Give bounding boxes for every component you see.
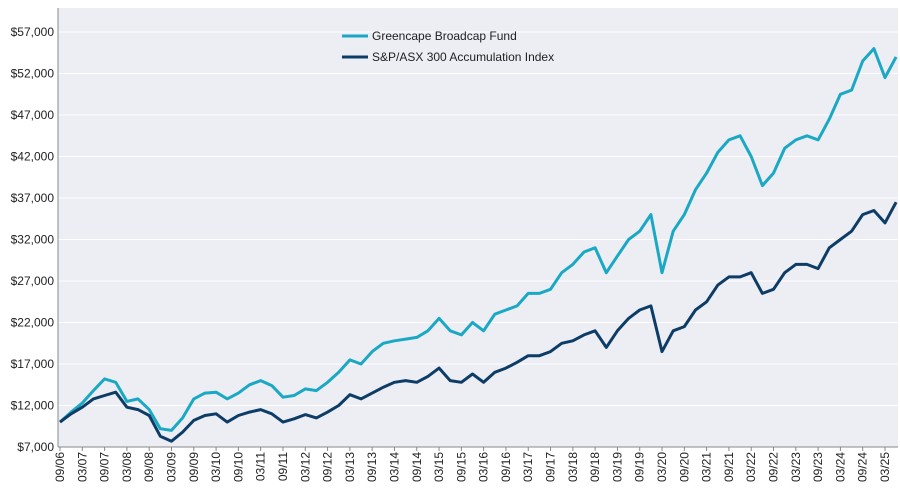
x-tick-label: 09/11 [276,452,290,481]
x-tick-label: 03/19 [610,452,624,482]
x-tick-label: 03/09 [164,452,178,482]
x-tick-label: 03/25 [878,452,892,482]
legend-label: Greencape Broadcap Fund [372,29,517,43]
legend-label: S&P/ASX 300 Accumulation Index [372,50,554,64]
x-tick-label: 03/10 [209,452,223,482]
x-tick-label: 09/22 [767,452,781,482]
x-tick-label: 09/16 [499,452,513,482]
x-tick-label: 09/09 [187,452,201,482]
x-tick-label: 03/18 [566,452,580,482]
x-tick-label: 03/12 [298,452,312,482]
x-tick-label: 09/15 [454,452,468,482]
x-tick-label: 09/23 [811,452,825,482]
x-tick-label: 09/07 [98,452,112,482]
x-tick-label: 09/20 [677,452,691,482]
x-tick-label: 03/11 [254,452,268,481]
x-tick-label: 09/13 [365,452,379,482]
x-tick-label: 03/22 [744,452,758,482]
y-tick-label: $37,000 [11,191,55,205]
y-tick-label: $27,000 [11,274,55,288]
x-tick-label: 09/18 [588,452,602,482]
y-tick-label: $22,000 [11,316,55,330]
x-tick-label: 03/16 [477,452,491,482]
x-tick-label: 03/21 [700,452,714,482]
y-tick-label: $42,000 [11,150,55,164]
x-tick-label: 03/13 [343,452,357,482]
x-tick-label: 09/08 [142,452,156,482]
series-line [59,201,898,443]
x-tick-label: 03/17 [521,452,535,482]
x-tick-label: 03/14 [387,452,401,482]
x-tick-label: 03/23 [789,452,803,482]
x-tick-label: 09/10 [231,452,245,482]
y-tick-label: $57,000 [11,25,55,39]
y-tick-label: $7,000 [17,440,54,454]
x-tick-label: 03/20 [655,452,669,482]
x-tick-label: 09/12 [321,452,335,482]
y-tick-label: $32,000 [11,233,55,247]
x-tick-label: 09/24 [856,452,870,482]
x-tick-label: 03/08 [120,452,134,482]
y-tick-label: $12,000 [11,399,55,413]
x-tick-label: 03/24 [833,452,847,482]
x-tick-label: 03/07 [75,452,89,482]
x-tick-label: 03/15 [432,452,446,482]
x-tick-label: 09/14 [410,452,424,482]
x-tick-label: 09/21 [722,452,736,482]
x-tick-label: 09/19 [633,452,647,482]
series-line [58,47,898,432]
y-tick-label: $47,000 [11,108,55,122]
x-tick-label: 09/06 [53,452,67,482]
y-tick-label: $52,000 [11,67,55,81]
plot-area [58,8,898,447]
y-tick-label: $17,000 [11,357,55,371]
x-tick-label: 09/17 [544,452,558,482]
